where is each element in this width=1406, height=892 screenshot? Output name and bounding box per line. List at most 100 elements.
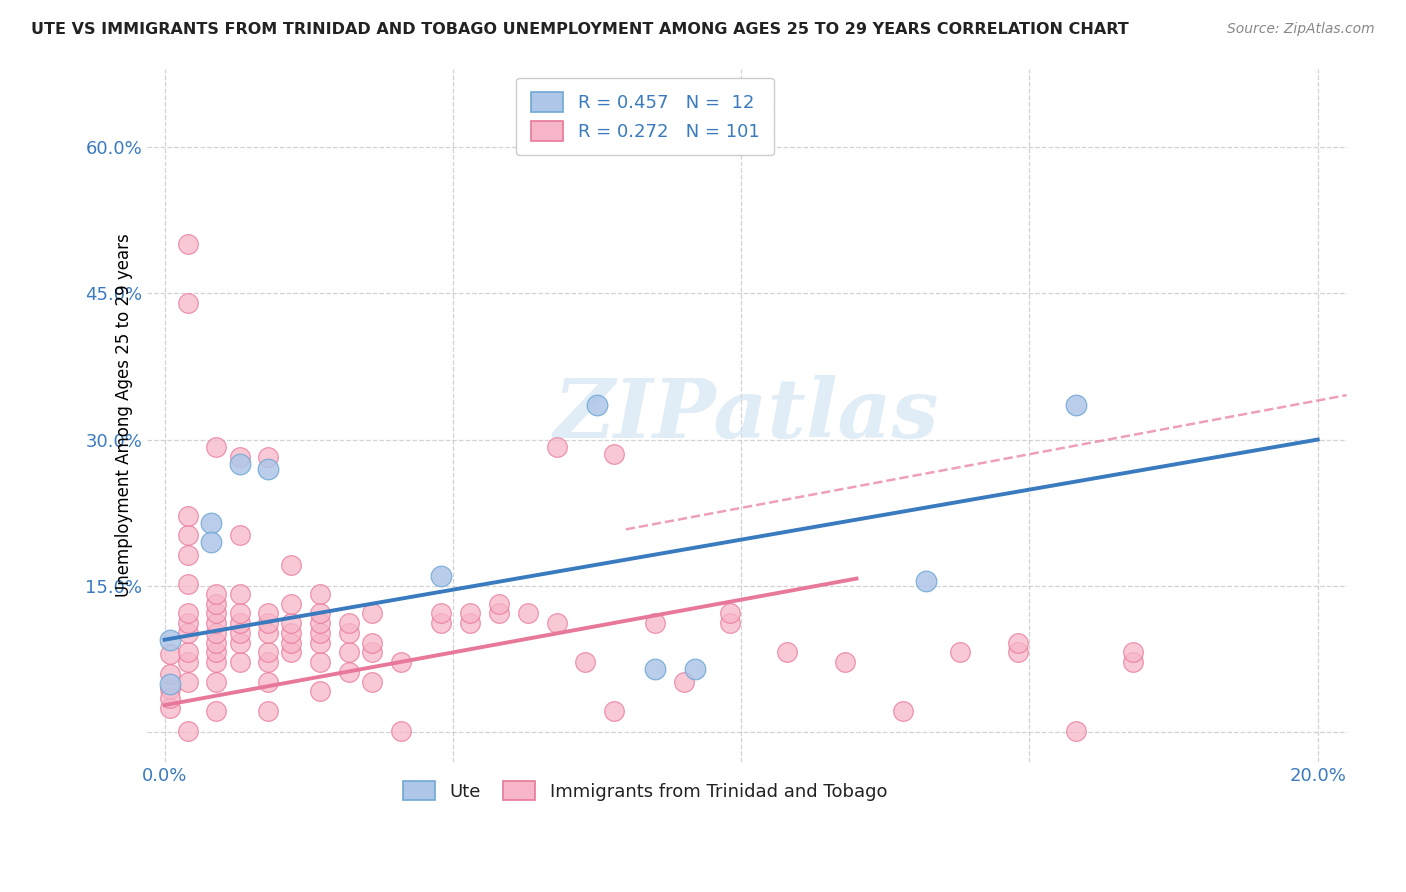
Point: [337, 626, 360, 640]
Point: [586, 398, 609, 412]
Point: [309, 684, 332, 698]
Point: [205, 626, 228, 640]
Point: [159, 632, 181, 647]
Point: [159, 691, 181, 706]
Point: [389, 655, 412, 669]
Point: [228, 635, 250, 649]
Point: [337, 645, 360, 659]
Point: [205, 655, 228, 669]
Point: [516, 607, 538, 621]
Point: [176, 616, 198, 631]
Point: [309, 635, 332, 649]
Point: [228, 457, 250, 471]
Point: [228, 587, 250, 601]
Point: [280, 558, 302, 572]
Point: [644, 616, 666, 631]
Point: [430, 616, 453, 631]
Point: [488, 607, 510, 621]
Point: [176, 645, 198, 659]
Point: [644, 662, 666, 676]
Point: [176, 548, 198, 562]
Point: [257, 704, 280, 718]
Point: [1122, 655, 1144, 669]
Point: [603, 704, 626, 718]
Point: [228, 607, 250, 621]
Point: [176, 674, 198, 689]
Point: [1007, 645, 1029, 659]
Point: [228, 616, 250, 631]
Point: [718, 616, 741, 631]
Point: [176, 528, 198, 542]
Point: [205, 704, 228, 718]
Point: [176, 237, 198, 252]
Point: [280, 635, 302, 649]
Point: [205, 441, 228, 455]
Point: [361, 645, 384, 659]
Point: [718, 607, 741, 621]
Point: [1007, 635, 1029, 649]
Point: [205, 674, 228, 689]
Point: [430, 607, 453, 621]
Point: [574, 655, 596, 669]
Point: [546, 616, 568, 631]
Point: [257, 607, 280, 621]
Point: [159, 676, 181, 690]
Point: [176, 655, 198, 669]
Point: [361, 674, 384, 689]
Point: [205, 597, 228, 611]
Text: UTE VS IMMIGRANTS FROM TRINIDAD AND TOBAGO UNEMPLOYMENT AMONG AGES 25 TO 29 YEAR: UTE VS IMMIGRANTS FROM TRINIDAD AND TOBA…: [31, 22, 1129, 37]
Point: [546, 441, 568, 455]
Point: [257, 462, 280, 476]
Point: [257, 626, 280, 640]
Point: [228, 655, 250, 669]
Point: [280, 597, 302, 611]
Point: [280, 645, 302, 659]
Point: [683, 662, 706, 676]
Point: [257, 655, 280, 669]
Point: [949, 645, 972, 659]
Y-axis label: Unemployment Among Ages 25 to 29 years: Unemployment Among Ages 25 to 29 years: [115, 234, 134, 597]
Point: [159, 648, 181, 662]
Point: [458, 607, 481, 621]
Point: [205, 635, 228, 649]
Point: [200, 535, 222, 549]
Point: [176, 723, 198, 738]
Point: [834, 655, 856, 669]
Point: [228, 450, 250, 464]
Point: [159, 701, 181, 715]
Point: [257, 645, 280, 659]
Point: [337, 665, 360, 679]
Point: [228, 626, 250, 640]
Point: [228, 528, 250, 542]
Point: [205, 645, 228, 659]
Point: [672, 674, 695, 689]
Text: Source: ZipAtlas.com: Source: ZipAtlas.com: [1227, 22, 1375, 37]
Point: [776, 645, 799, 659]
Point: [200, 516, 222, 530]
Point: [257, 674, 280, 689]
Point: [361, 607, 384, 621]
Point: [914, 574, 936, 588]
Point: [176, 626, 198, 640]
Point: [430, 569, 453, 583]
Point: [1122, 645, 1144, 659]
Point: [205, 616, 228, 631]
Point: [159, 681, 181, 696]
Point: [159, 666, 181, 681]
Point: [309, 607, 332, 621]
Point: [309, 655, 332, 669]
Point: [389, 723, 412, 738]
Point: [205, 607, 228, 621]
Point: [458, 616, 481, 631]
Point: [309, 587, 332, 601]
Point: [603, 447, 626, 461]
Point: [257, 616, 280, 631]
Point: [309, 626, 332, 640]
Text: ZIPatlas: ZIPatlas: [554, 376, 939, 455]
Point: [176, 296, 198, 310]
Point: [309, 616, 332, 631]
Point: [337, 616, 360, 631]
Point: [280, 616, 302, 631]
Point: [280, 626, 302, 640]
Point: [176, 607, 198, 621]
